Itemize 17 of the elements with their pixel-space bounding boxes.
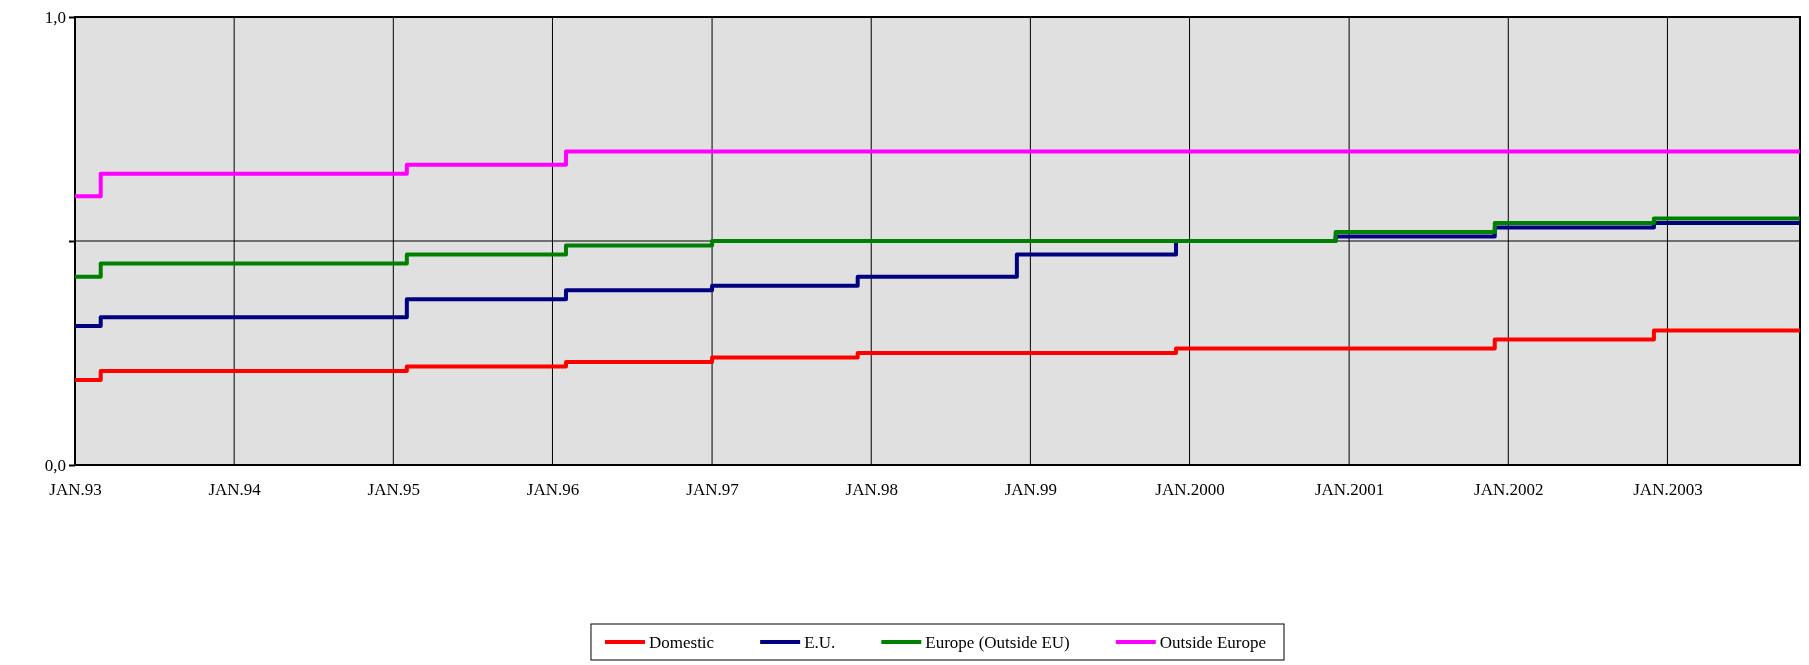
legend-label: Europe (Outside EU) [925,632,1070,652]
x-tick-label: JAN.98 [845,480,898,500]
x-tick-label: JAN.2000 [1155,480,1225,500]
legend-label: Domestic [648,632,715,652]
x-tick-label: JAN.94 [208,480,262,500]
x-tick-label: JAN.2002 [1474,480,1544,500]
x-tick-label: JAN.2003 [1633,480,1703,500]
x-tick-label: JAN.93 [49,480,102,500]
x-tick-label: JAN.2001 [1314,480,1385,500]
x-tick-label: JAN.95 [367,480,421,500]
x-tick-label: JAN.97 [686,480,740,500]
y-tick-label: 1,0 [44,7,66,27]
legend-label: Outside Europe [1159,632,1267,652]
x-tick-label: JAN.96 [526,480,580,500]
legend-label: E.U. [804,632,836,652]
x-tick-label: JAN.99 [1004,480,1058,500]
y-tick-label: 0,0 [44,455,66,475]
